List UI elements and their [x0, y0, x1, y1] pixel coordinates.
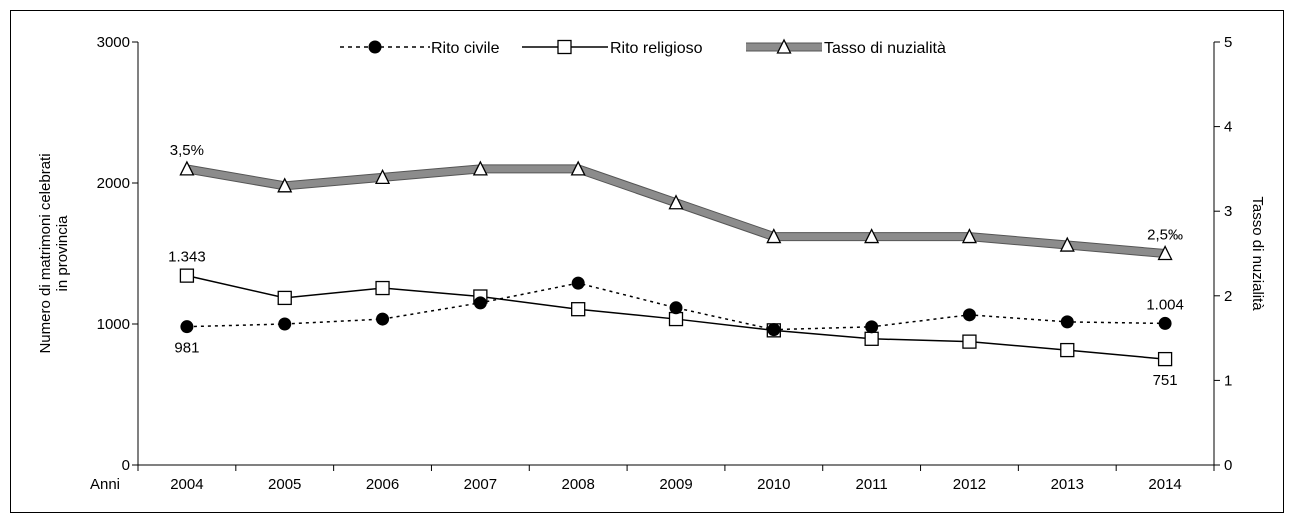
- y-right-tick-label: 3: [1224, 203, 1232, 220]
- tasso-point: [570, 160, 586, 176]
- legend: Rito civile Rito religioso Tasso di nuzial…: [340, 38, 946, 57]
- rito-religioso-point: [375, 280, 390, 296]
- y-left-title-group: Numero di matrimoni celebrati in provinci…: [37, 153, 71, 353]
- tasso-point: [766, 228, 782, 244]
- rito-religioso-point: [864, 331, 879, 346]
- rito-civile-point: [278, 317, 292, 331]
- x-tick-label: 2013: [1051, 476, 1084, 493]
- rito-civile-point: [180, 320, 194, 334]
- y-left-axis-title: in provincia: [54, 215, 71, 292]
- rito-civile-point: [767, 323, 781, 337]
- rito-religioso-point: [1060, 342, 1075, 358]
- x-tick-label: 2007: [464, 476, 497, 493]
- y-right-tick-label: 4: [1224, 119, 1232, 136]
- legend-tasso-marker: [776, 38, 792, 54]
- legend-rito-civile-label: Rito civile: [431, 40, 500, 57]
- tasso-point: [668, 194, 684, 210]
- rito-religioso-point: [277, 290, 292, 306]
- rito-civile-point: [376, 312, 390, 326]
- axes: 0 1000 2000 3000 0 1 2 3 4 5 2004 2005 2006 2007 2008 2…: [37, 34, 1266, 493]
- data-label: 751: [1153, 372, 1178, 389]
- y-right-tick-label: 2: [1224, 288, 1232, 305]
- rito-civile-point: [865, 320, 879, 334]
- rito-civile-point: [473, 296, 487, 310]
- tasso-point: [472, 160, 488, 176]
- rito-religioso-point: [962, 334, 977, 349]
- y-right-title-group: Tasso di nuzialità: [1249, 196, 1266, 311]
- data-label: 1.343: [168, 249, 206, 266]
- tasso-point: [179, 160, 195, 176]
- data-label: 981: [174, 340, 199, 357]
- legend-tasso-label: Tasso di nuzialità: [824, 40, 946, 57]
- tasso-point: [864, 228, 880, 244]
- rito-civile-point: [1060, 315, 1074, 329]
- tasso-point: [277, 177, 293, 193]
- y-right-tick-label: 1: [1224, 372, 1232, 389]
- x-tick-label: 2006: [366, 476, 399, 493]
- tasso-point: [1059, 236, 1075, 252]
- rito-civile-point: [669, 301, 683, 315]
- x-tick-label: 2010: [757, 476, 790, 493]
- series-layer: [179, 160, 1173, 367]
- tasso-point: [1157, 245, 1173, 261]
- data-labels: 981 1.004 1.343 751 3,5% 2,5‰: [168, 142, 1184, 389]
- legend-rito-religioso-marker: [557, 39, 572, 55]
- rito-civile-point: [571, 276, 585, 290]
- y-right-axis-title: Tasso di nuzialità: [1249, 196, 1266, 311]
- rito-religioso-point: [571, 302, 586, 317]
- y-left-tick-label: 0: [122, 457, 130, 474]
- rito-civile-line: [186, 282, 1166, 331]
- data-label: 1.004: [1146, 296, 1184, 313]
- line-chart: 0 1000 2000 3000 0 1 2 3 4 5 2004 2005 2006 2007 2008 2…: [10, 10, 1284, 513]
- legend-rito-civile-marker: [368, 40, 382, 54]
- tasso-point: [961, 228, 978, 244]
- tasso-point: [374, 168, 391, 185]
- rito-religioso-point: [1157, 351, 1173, 367]
- chart-border: [10, 10, 1284, 513]
- y-left-tick-label: 1000: [97, 316, 130, 333]
- rito-civile-point: [1158, 316, 1172, 330]
- rito-civile-point: [962, 308, 976, 322]
- y-right-tick-label: 5: [1224, 34, 1232, 51]
- x-tick-label: 2012: [953, 476, 986, 493]
- y-left-tick-label: 3000: [97, 34, 130, 51]
- chart-frame: 0 1000 2000 3000 0 1 2 3 4 5 2004 2005 2006 2007 2008 2…: [10, 10, 1284, 513]
- y-right-tick-label: 0: [1224, 457, 1232, 474]
- x-tick-label: 2008: [561, 476, 594, 493]
- x-tick-label: 2011: [856, 476, 888, 493]
- x-tick-label: 2014: [1148, 476, 1181, 493]
- y-left-tick-label: 2000: [97, 175, 130, 192]
- data-label: 3,5%: [170, 142, 204, 159]
- y-left-axis-title: Numero di matrimoni celebrati: [37, 153, 54, 353]
- rito-religioso-point: [668, 311, 684, 327]
- x-tick-label: 2005: [268, 476, 301, 493]
- legend-rito-religioso-label: Rito religioso: [610, 40, 703, 57]
- x-tick-label: 2004: [170, 476, 203, 493]
- rito-religioso-point: [179, 268, 195, 283]
- data-label: 2,5‰: [1147, 227, 1183, 244]
- x-tick-label: 2009: [659, 476, 692, 493]
- x-axis-prefix-label: Anni: [90, 476, 120, 493]
